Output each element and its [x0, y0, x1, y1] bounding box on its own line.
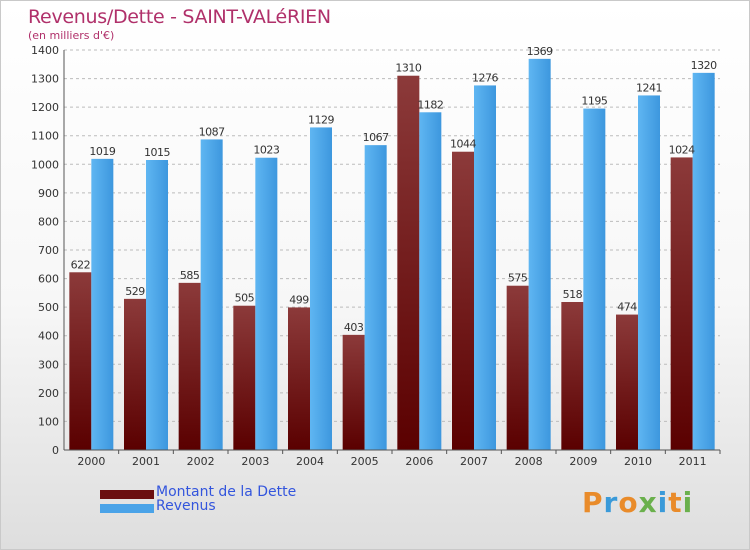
bar-revenus-2004	[310, 127, 332, 450]
bar-dette-2001	[124, 298, 146, 450]
data-label-dette: 1044	[450, 138, 476, 151]
legend-swatch-dette	[100, 490, 154, 499]
bar-revenus-2006	[419, 112, 442, 451]
x-tick-label: 2011	[679, 455, 707, 468]
bar-dette-2010	[616, 314, 638, 450]
data-label-revenus: 1182	[417, 98, 443, 111]
y-tick-label: 1000	[31, 158, 59, 171]
data-label-revenus: 1320	[691, 59, 717, 72]
logo-letter: i	[682, 486, 694, 519]
y-tick-label: 700	[38, 244, 59, 257]
data-label-revenus: 1015	[144, 146, 170, 159]
x-tick-label: 2003	[241, 455, 269, 468]
data-label-dette: 585	[180, 269, 200, 282]
data-label-revenus: 1019	[89, 145, 115, 158]
data-label-dette: 499	[289, 293, 309, 306]
y-tick-label: 400	[38, 330, 59, 343]
data-label-dette: 403	[344, 321, 364, 334]
data-label-dette: 529	[125, 285, 145, 298]
x-tick-label: 2010	[624, 455, 652, 468]
bar-revenus-2003	[255, 157, 278, 450]
legend-label-dette: Montant de la Dette	[156, 484, 297, 500]
bar-dette-2007	[452, 151, 474, 450]
y-tick-label: 800	[38, 215, 59, 228]
y-tick-label: 100	[38, 415, 59, 428]
data-label-revenus: 1276	[472, 71, 498, 84]
chart-subtitle: (en milliers d'€)	[28, 29, 115, 42]
bar-dette-2003	[233, 305, 256, 450]
x-tick-label: 2005	[351, 455, 379, 468]
x-tick-label: 2008	[515, 455, 543, 468]
data-label-dette: 622	[71, 258, 91, 271]
bar-dette-2009	[561, 302, 584, 450]
data-label-dette: 474	[617, 301, 637, 314]
y-tick-label: 1100	[31, 130, 59, 143]
x-tick-label: 2000	[77, 455, 105, 468]
bar-dette-2006	[397, 75, 420, 450]
y-tick-label: 500	[38, 301, 59, 314]
bar-revenus-2008	[528, 58, 551, 450]
y-tick-label: 200	[38, 387, 59, 400]
x-tick-label: 2009	[569, 455, 597, 468]
data-label-dette: 505	[235, 292, 255, 305]
legend-swatch-revenus	[100, 504, 154, 513]
bar-dette-2005	[342, 334, 365, 450]
proxiti-logo: Proxiti	[582, 486, 693, 519]
data-label-dette: 518	[563, 288, 583, 301]
y-tick-label: 600	[38, 273, 59, 286]
bar-revenus-2001	[146, 160, 168, 450]
logo-letter: r	[603, 486, 619, 519]
data-label-dette: 1310	[395, 62, 421, 75]
y-tick-label: 0	[52, 444, 59, 457]
data-label-revenus: 1129	[308, 113, 334, 126]
legend-label-revenus: Revenus	[156, 498, 216, 514]
bar-dette-2011	[670, 157, 693, 450]
data-label-revenus: 1369	[527, 45, 553, 58]
x-tick-label: 2006	[405, 455, 433, 468]
logo-letter: i	[657, 486, 669, 519]
bar-revenus-2005	[364, 145, 387, 450]
y-tick-label: 1200	[31, 101, 59, 114]
bar-dette-2008	[506, 285, 529, 450]
x-tick-label: 2004	[296, 455, 324, 468]
logo-letter: P	[582, 486, 604, 519]
bar-revenus-2011	[692, 72, 715, 450]
logo-letter: o	[618, 486, 639, 519]
y-tick-label: 900	[38, 187, 59, 200]
data-labels: 622 1019 529 1015 585 1087 505 1023 499 1129 403 10…	[71, 45, 718, 334]
data-label-revenus: 1195	[581, 95, 607, 108]
bars	[69, 58, 715, 451]
data-label-dette: 575	[508, 272, 528, 285]
bar-dette-2002	[178, 282, 201, 450]
data-label-revenus: 1023	[253, 144, 279, 157]
data-label-dette: 1024	[669, 143, 695, 156]
bar-revenus-2009	[583, 108, 606, 451]
bar-dette-2000	[69, 272, 92, 450]
y-tick-label: 300	[38, 358, 59, 371]
logo-letter: x	[638, 486, 658, 519]
data-label-revenus: 1241	[636, 81, 662, 94]
x-tick-label: 2002	[187, 455, 215, 468]
bar-revenus-2002	[200, 139, 223, 450]
y-tick-label: 1300	[31, 73, 59, 86]
grid-lines	[64, 49, 720, 451]
bar-revenus-2007	[474, 85, 496, 450]
bar-revenus-2010	[638, 95, 660, 450]
logo-letter: t	[668, 486, 683, 519]
x-tick-label: 2007	[460, 455, 488, 468]
x-tick-label: 2001	[132, 455, 160, 468]
axes: 0 100 200 300 400 500 600 700 800 900 1000 1100 1200…	[31, 44, 721, 468]
chart-title: Revenus/Dette - SAINT-VALéRIEN	[28, 6, 331, 28]
data-label-revenus: 1087	[199, 125, 225, 138]
y-tick-label: 1400	[31, 44, 59, 57]
bar-dette-2004	[288, 307, 310, 450]
data-label-revenus: 1067	[363, 131, 389, 144]
bar-revenus-2000	[91, 158, 114, 450]
